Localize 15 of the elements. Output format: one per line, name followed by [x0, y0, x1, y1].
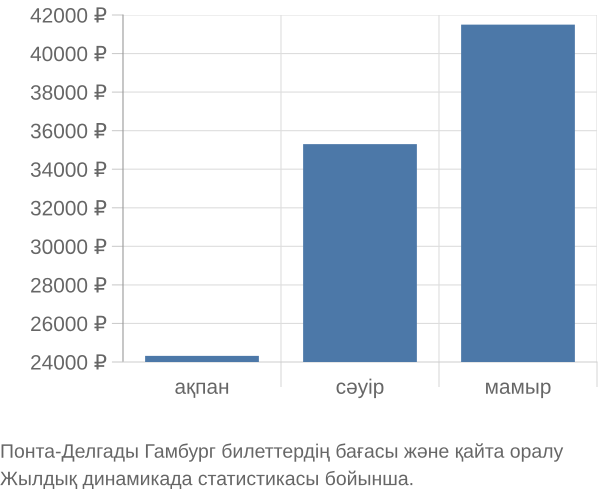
text: Понта-Делгады Гамбург билеттердің бағасы және қайта оралу: [2, 443, 564, 462]
x-tick-label: сәуір: [336, 378, 384, 398]
y-tick-label: 34000 ₽: [30, 162, 106, 177]
text: Жылдық динамикада статистикасы бойынша.: [0, 470, 412, 489]
y-tick-label: 40000 ₽: [30, 46, 106, 62]
x-tick-label: ақпан: [175, 382, 228, 398]
y-tick-label: 28000 ₽: [31, 277, 106, 293]
y-tick-label: 32000 ₽: [30, 200, 106, 216]
y-tick-label: 26000 ₽: [31, 316, 106, 332]
x-tick-label: мамыр: [486, 382, 551, 398]
y-tick-label: 42000 ₽: [30, 7, 106, 23]
y-tick-label: 38000 ₽: [30, 84, 106, 100]
y-tick-label: 36000 ₽: [30, 123, 106, 138]
y-tick-label: 30000 ₽: [30, 238, 106, 254]
y-tick-label: 24000 ₽: [31, 354, 106, 370]
